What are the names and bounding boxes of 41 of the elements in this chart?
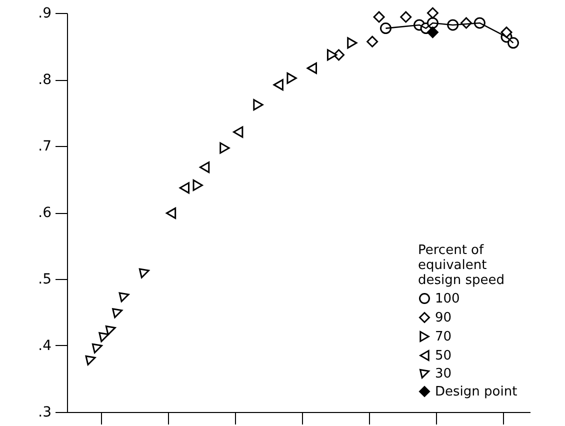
point xyxy=(138,268,150,278)
point xyxy=(380,22,392,34)
point xyxy=(105,325,116,336)
point xyxy=(326,49,338,61)
legend-label: Design point xyxy=(435,384,518,400)
legend-label: 50 xyxy=(435,348,452,364)
point xyxy=(92,343,102,354)
legend-title: Percent of equivalent design speed xyxy=(418,243,505,288)
y-tick-label: .7 xyxy=(38,138,52,154)
point xyxy=(199,162,210,174)
legend-label: 70 xyxy=(435,330,452,344)
point xyxy=(98,332,110,342)
y-tick-label: .5 xyxy=(38,272,52,288)
y-tick-label: .8 xyxy=(38,72,52,88)
point xyxy=(192,179,203,191)
point xyxy=(253,99,264,111)
point xyxy=(347,37,358,49)
point xyxy=(400,11,412,23)
point xyxy=(233,126,244,138)
legend-label: 100 xyxy=(435,292,460,306)
point xyxy=(179,182,190,194)
point xyxy=(426,7,438,19)
point xyxy=(118,292,130,302)
point xyxy=(366,36,378,48)
point xyxy=(166,207,176,219)
legend-label: 30 xyxy=(435,366,452,382)
y-tick-label: .6 xyxy=(38,205,52,221)
point xyxy=(286,72,297,84)
point xyxy=(220,142,230,154)
point xyxy=(273,79,284,91)
y-tick-label: .4 xyxy=(38,338,52,354)
point xyxy=(85,355,96,366)
y-tick-label: .3 xyxy=(38,404,52,420)
point xyxy=(426,26,438,38)
point xyxy=(373,11,385,23)
legend-label: 90 xyxy=(435,310,452,326)
point xyxy=(507,37,519,49)
y-tick-label: .9 xyxy=(38,6,52,22)
point xyxy=(306,62,317,74)
point xyxy=(112,308,123,318)
point xyxy=(500,26,512,38)
